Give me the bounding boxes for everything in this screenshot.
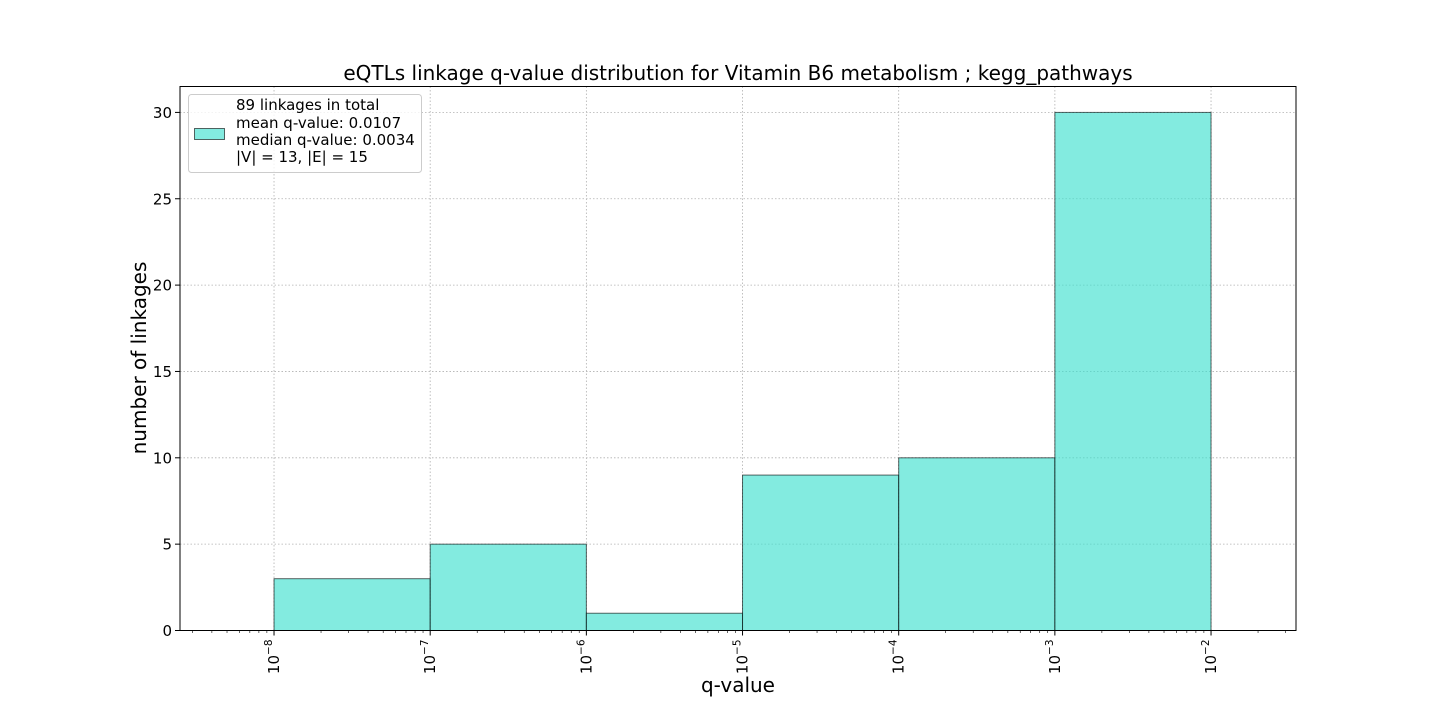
y-axis-label: number of linkages <box>127 262 151 455</box>
x-tick-label-6: 10−3 <box>1044 640 1064 675</box>
x-tick-label-3: 10−6 <box>575 639 595 674</box>
x-axis-label: q-value <box>701 673 775 697</box>
bars-layer <box>273 111 1212 632</box>
plot-frame <box>179 86 1297 631</box>
y-tick-label-5: 20 <box>153 277 172 295</box>
x-tick-label-7: 10−2 <box>1200 640 1220 675</box>
x-tick-label-1: 10−8 <box>263 640 283 675</box>
y-tick-label-2: 5 <box>162 536 172 554</box>
axis-layer: 10−8 10−7 10−6 10−5 10−4 10−3 10−2 0 5 10 15 20 25 30 <box>153 104 1286 674</box>
legend: 89 linkages in total mean q-value: 0.010… <box>188 94 422 173</box>
histogram-bar-3 <box>585 612 744 632</box>
chart-title: eQTLs linkage q-value distribution for V… <box>343 61 1132 85</box>
x-tick-label-2: 10−7 <box>419 640 439 675</box>
legend-line-3: median q-value: 0.0034 <box>236 131 415 149</box>
histogram-bar-1 <box>273 578 431 632</box>
histogram-bar-4 <box>742 474 900 632</box>
x-tick-label-5: 10−4 <box>888 639 908 674</box>
legend-line-1: 89 linkages in total <box>236 96 379 114</box>
histogram-bar-5 <box>898 457 1056 631</box>
legend-line-4: |V| = 13, |E| = 15 <box>236 148 368 166</box>
legend-line-2: mean q-value: 0.0107 <box>236 114 401 132</box>
y-tick-label-7: 30 <box>153 104 172 122</box>
y-tick-label-6: 25 <box>153 190 172 208</box>
y-tick-label-4: 15 <box>153 363 172 381</box>
histogram-bar-2 <box>429 543 587 632</box>
y-tick-label-3: 10 <box>153 449 172 467</box>
y-tick-label-1: 0 <box>162 622 172 640</box>
histogram-bar-6 <box>1054 111 1212 631</box>
legend-box <box>188 94 422 173</box>
legend-swatch <box>194 128 225 140</box>
x-tick-label-4: 10−5 <box>732 640 752 675</box>
